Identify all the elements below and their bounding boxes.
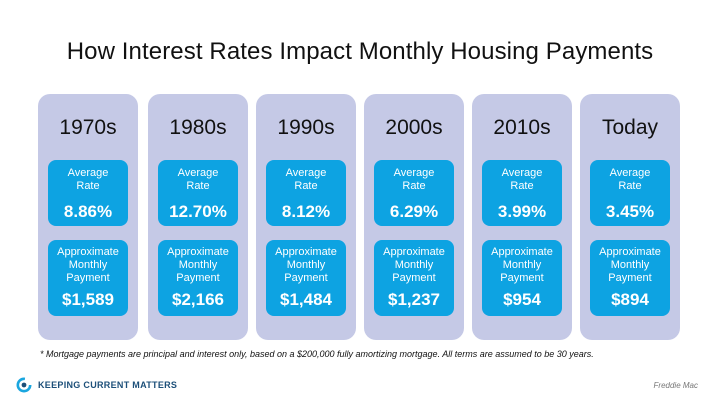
rate-label-line2: Rate: [294, 180, 318, 192]
average-rate-box: Average Rate 12.70%: [158, 160, 238, 226]
average-rate-value: 3.45%: [605, 202, 655, 221]
payment-label-line2: Monthly: [394, 259, 434, 271]
payment-label-line1: Approximate: [275, 246, 337, 258]
payment-label-line2: Monthly: [178, 259, 218, 271]
rate-label-line2: Rate: [186, 180, 210, 192]
payment-label-line2: Monthly: [502, 259, 542, 271]
monthly-payment-value: $1,237: [388, 290, 440, 309]
average-rate-value: 3.99%: [497, 202, 547, 221]
decade-label: 1990s: [277, 116, 335, 139]
payment-label-line3: Payment: [176, 272, 220, 284]
decade-columns: 1970s Average Rate 8.86% Approximate Month…: [38, 94, 690, 340]
decade-column: 1980s Average Rate 12.70% Approximate Mont…: [148, 94, 248, 340]
logo: KEEPING CURRENT MATTERS: [16, 377, 177, 393]
decade-label: 1970s: [59, 116, 117, 139]
decade-label: 1980s: [169, 116, 227, 139]
payment-label-line2: Monthly: [68, 259, 108, 271]
payment-label-line1: Approximate: [599, 246, 661, 258]
rate-label-line2: Rate: [76, 180, 100, 192]
payment-label-line1: Approximate: [491, 246, 553, 258]
payment-label-line1: Approximate: [167, 246, 229, 258]
average-rate-value: 12.70%: [169, 202, 227, 221]
monthly-payment-value: $1,484: [280, 290, 332, 309]
decade-column: 2010s Average Rate 3.99% Approximate Month…: [472, 94, 572, 340]
decade-label: 2000s: [385, 116, 443, 139]
average-rate-box: Average Rate 8.12%: [266, 160, 346, 226]
monthly-payment-value: $894: [611, 290, 649, 309]
payment-label-line3: Payment: [608, 272, 652, 284]
average-rate-value: 6.29%: [389, 202, 439, 221]
rate-label-line1: Average: [67, 167, 109, 179]
source-credit: Freddie Mac: [653, 381, 698, 390]
rate-label-line1: Average: [501, 167, 543, 179]
rate-label-line1: Average: [609, 167, 651, 179]
payment-label-line3: Payment: [500, 272, 544, 284]
monthly-payment-value: $2,166: [172, 290, 224, 309]
average-rate-value: 8.86%: [63, 202, 113, 221]
average-rate-box: Average Rate 3.45%: [590, 160, 670, 226]
monthly-payment-box: Approximate Monthly Payment $1,237: [374, 240, 454, 316]
rate-label-line1: Average: [393, 167, 435, 179]
average-rate-box: Average Rate 6.29%: [374, 160, 454, 226]
rate-label-line2: Rate: [402, 180, 426, 192]
decade-column: 1970s Average Rate 8.86% Approximate Month…: [38, 94, 138, 340]
rate-label-line2: Rate: [618, 180, 642, 192]
average-rate-box: Average Rate 3.99%: [482, 160, 562, 226]
decade-label: Today: [601, 116, 659, 139]
payment-label-line3: Payment: [66, 272, 110, 284]
footnote: * Mortgage payments are principal and in…: [40, 349, 594, 359]
payment-label-line1: Approximate: [383, 246, 445, 258]
payment-label-line2: Monthly: [286, 259, 326, 271]
rate-label-line1: Average: [285, 167, 327, 179]
payment-label-line1: Approximate: [57, 246, 119, 258]
rate-label-line2: Rate: [510, 180, 534, 192]
monthly-payment-value: $954: [503, 290, 541, 309]
monthly-payment-box: Approximate Monthly Payment $1,589: [48, 240, 128, 316]
average-rate-box: Average Rate 8.86%: [48, 160, 128, 226]
page-title: How Interest Rates Impact Monthly Housin…: [66, 38, 654, 65]
monthly-payment-value: $1,589: [62, 290, 114, 309]
payment-label-line3: Payment: [392, 272, 436, 284]
decade-column: 1990s Average Rate 8.12% Approximate Month…: [256, 94, 356, 340]
payment-label-line2: Monthly: [610, 259, 650, 271]
payment-label-line3: Payment: [284, 272, 328, 284]
monthly-payment-box: Approximate Monthly Payment $2,166: [158, 240, 238, 316]
decade-column: Today Average Rate 3.45% Approximate Month…: [580, 94, 680, 340]
logo-swirl-icon: [16, 377, 32, 393]
decade-column: 2000s Average Rate 6.29% Approximate Month…: [364, 94, 464, 340]
average-rate-value: 8.12%: [281, 202, 331, 221]
monthly-payment-box: Approximate Monthly Payment $1,484: [266, 240, 346, 316]
decade-label: 2010s: [493, 116, 551, 139]
monthly-payment-box: Approximate Monthly Payment $894: [590, 240, 670, 316]
logo-text: KEEPING CURRENT MATTERS: [38, 380, 178, 390]
rate-label-line1: Average: [177, 167, 219, 179]
monthly-payment-box: Approximate Monthly Payment $954: [482, 240, 562, 316]
